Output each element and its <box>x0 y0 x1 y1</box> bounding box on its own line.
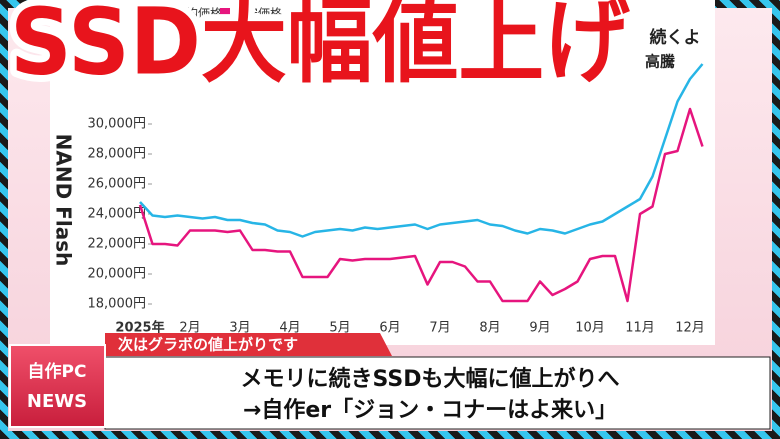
x-tick-label: 8月 <box>479 321 500 336</box>
headline-box <box>104 356 771 430</box>
x-tick-label: 11月 <box>625 321 655 336</box>
chart-panel <box>50 0 715 345</box>
y-tick-label: 22,000円 <box>88 237 147 252</box>
y-tick-label: 18,000円 <box>88 297 147 312</box>
plot: 18,000円 20,000円 22,000円 24,000円 26,000円 28,00… <box>88 6 705 336</box>
x-tick-label: 3月 <box>229 321 250 336</box>
y-tick-label: 28,000円 <box>88 147 147 162</box>
x-tick-label: 10月 <box>575 321 605 336</box>
legend-swatch <box>220 8 230 18</box>
legend-swatch <box>160 8 170 18</box>
annotation: 高騰 <box>645 53 676 71</box>
x-tick-label: 7月 <box>429 321 450 336</box>
tag-box <box>105 333 392 356</box>
tag-text: 次はグラボの値上がりです <box>118 336 298 354</box>
y-tick-label: 20,000円 <box>88 267 147 282</box>
series-line <box>138 107 704 303</box>
y-tick-label: 24,000円 <box>88 207 147 222</box>
x-tick-label: 2月 <box>179 321 200 336</box>
y-tick-label: 26,000円 <box>88 177 147 192</box>
x-tick-label: 5月 <box>329 321 350 336</box>
legend-label: 平均価格 <box>174 6 222 21</box>
series-line <box>139 63 704 238</box>
badge <box>9 344 106 428</box>
x-tick-label: 12月 <box>675 321 705 336</box>
badge-text: 自作PC <box>28 361 87 382</box>
chart-title: SSD大幅値上げ <box>10 0 630 95</box>
x-tick-label: 6月 <box>379 321 400 336</box>
x-tick-label: 9月 <box>529 321 550 336</box>
legend-label: 最安価格 <box>234 6 282 21</box>
badge-text: NEWS <box>27 391 87 412</box>
side-label: NAND Flash <box>52 134 76 267</box>
y-tick-label: 30,000円 <box>88 117 147 132</box>
x-tick-label: 2025年 <box>115 320 164 336</box>
headline: →自作er「ジョン・コナーはよ来い」 <box>243 397 617 423</box>
annotation: 続くよ <box>650 27 701 48</box>
x-tick-label: 4月 <box>279 321 300 336</box>
headline: メモリに続きSSDも大幅に値上がりへ <box>241 366 620 392</box>
